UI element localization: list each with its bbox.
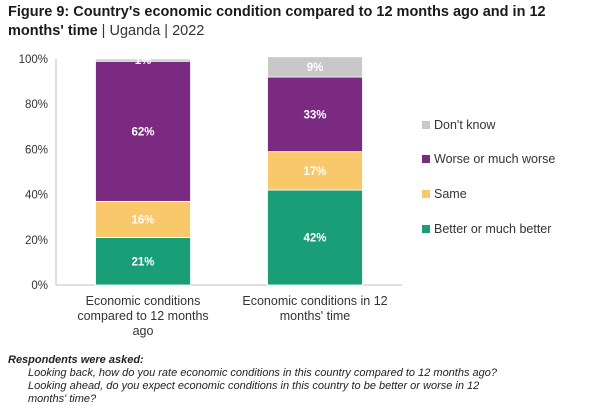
bar-segment bbox=[267, 56, 363, 78]
x-category-label: months' time bbox=[280, 309, 351, 323]
notes-label: Respondents were asked: bbox=[8, 354, 144, 366]
notes-line-1: Looking back, how do you rate economic c… bbox=[28, 367, 497, 379]
legend-swatch bbox=[422, 121, 430, 129]
legend-label: Same bbox=[434, 187, 467, 201]
legend-label: Don't know bbox=[434, 118, 496, 132]
x-category-label: ago bbox=[133, 324, 154, 338]
chart-title: Figure 9: Country's economic condition c… bbox=[8, 3, 593, 41]
bar-segment bbox=[95, 60, 191, 202]
bar-data-label: 21% bbox=[131, 256, 154, 268]
y-tick-label: 80% bbox=[25, 99, 48, 111]
bar-segment bbox=[95, 200, 191, 238]
legend-swatch bbox=[422, 225, 430, 233]
y-tick-label: 20% bbox=[25, 235, 48, 247]
chart-title-main: Figure 9: Country's economic condition c… bbox=[8, 4, 546, 39]
x-category-label: Economic conditions bbox=[86, 294, 201, 308]
bar-data-label: 33% bbox=[303, 109, 326, 121]
stacked-bar-chart: 0% 20% 40% 60% 80% 100% 21% 16% 62% 1% Economic co… bbox=[19, 54, 556, 338]
y-tick-label: 60% bbox=[25, 144, 48, 156]
bar-data-label: 17% bbox=[303, 166, 326, 178]
bar-data-label: 9% bbox=[307, 62, 324, 74]
bar-segment bbox=[95, 58, 191, 62]
x-category-label: Economic conditions in 12 bbox=[242, 294, 387, 308]
notes-line-3: months' time? bbox=[28, 393, 97, 405]
legend-swatch bbox=[422, 155, 430, 163]
y-tick-label: 40% bbox=[25, 190, 48, 202]
bar-segment bbox=[267, 189, 363, 286]
x-category-label: compared to 12 months bbox=[77, 309, 208, 323]
chart-title-sub: | Uganda | 2022 bbox=[97, 23, 205, 39]
bar-data-label: 1% bbox=[135, 55, 152, 67]
legend-label: Better or much better bbox=[434, 222, 551, 236]
notes-line-2: Looking ahead, do you expect economic co… bbox=[28, 380, 480, 392]
bar-data-label: 16% bbox=[131, 214, 154, 226]
bar-segment bbox=[267, 151, 363, 191]
bar-data-label: 62% bbox=[131, 126, 154, 138]
bar-segment bbox=[95, 237, 191, 286]
bar-data-label: 42% bbox=[303, 233, 326, 245]
survey-notes: Respondents were asked: Looking back, ho… bbox=[8, 354, 598, 406]
legend-swatch bbox=[422, 190, 430, 198]
bar-segment bbox=[267, 76, 363, 153]
y-tick-label: 100% bbox=[19, 54, 48, 66]
y-tick-label: 0% bbox=[31, 280, 48, 292]
legend-label: Worse or much worse bbox=[434, 152, 555, 166]
